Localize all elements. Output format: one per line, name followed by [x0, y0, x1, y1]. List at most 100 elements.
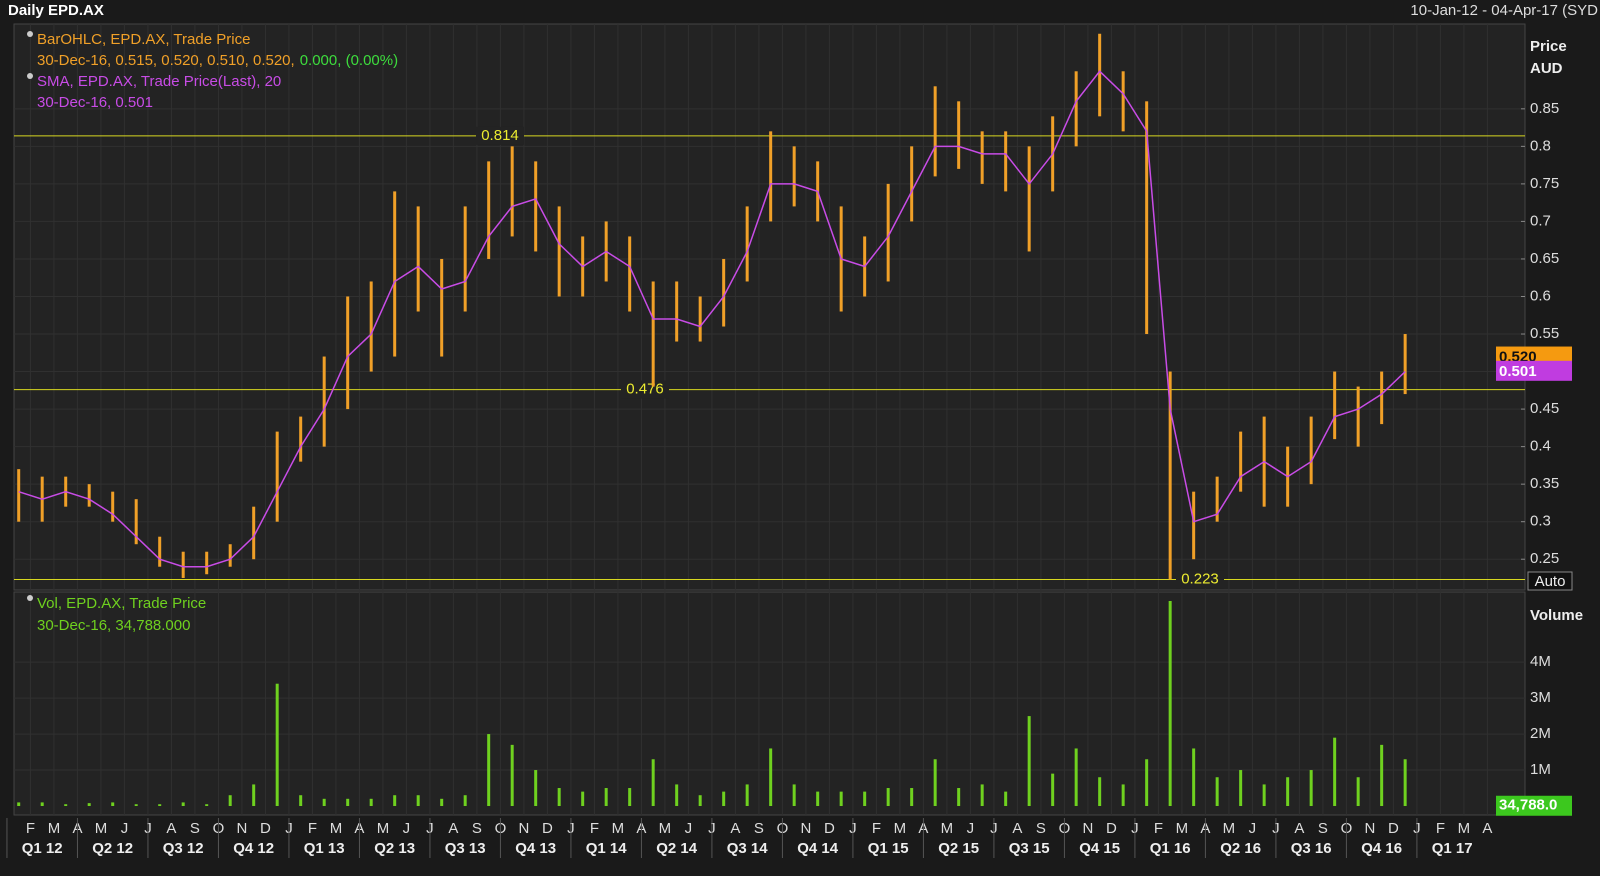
- scale-mode-box[interactable]: [1527, 571, 1573, 591]
- volume-bar: [1004, 791, 1008, 807]
- volume-bar: [40, 802, 44, 807]
- quarter-label: Q1 17: [1432, 840, 1473, 857]
- ohlc-bar: [557, 206, 561, 297]
- legend-detail: 30-Dec-16, 34,788.000: [37, 617, 190, 634]
- volume-bar: [1286, 777, 1290, 807]
- volume-bar: [816, 791, 820, 807]
- x-tick-label: N: [1082, 820, 1093, 837]
- x-tick-label: S: [1036, 820, 1046, 837]
- volume-bar: [440, 798, 444, 807]
- ohlc-bar: [957, 101, 961, 169]
- last-value-box: [1496, 795, 1572, 816]
- y-tick-label: 0.65: [1530, 250, 1559, 267]
- volume-bar: [980, 784, 984, 807]
- last-value-box: [1496, 360, 1572, 381]
- ohlc-bar: [181, 551, 185, 578]
- quarter-label: Q1 14: [586, 840, 628, 857]
- ohlc-bar: [910, 146, 914, 222]
- x-tick-label: N: [237, 820, 248, 837]
- quarter-label: Q3 16: [1291, 840, 1332, 857]
- y-tick-label: 1M: [1530, 761, 1551, 778]
- x-tick-label: M: [95, 820, 108, 837]
- y-tick-label: 4M: [1530, 653, 1551, 670]
- ohlc-bar: [17, 469, 21, 522]
- ohlc-bar: [205, 551, 209, 575]
- volume-bar: [1074, 748, 1078, 807]
- ohlc-bar: [698, 296, 702, 342]
- volume-bar: [1121, 784, 1125, 807]
- ohlc-bar: [1309, 416, 1313, 485]
- ohlc-bar: [346, 296, 350, 410]
- x-tick-label: S: [754, 820, 764, 837]
- x-tick-label: J: [685, 820, 693, 837]
- x-tick-label: D: [1388, 820, 1399, 837]
- volume-bar: [957, 788, 961, 807]
- volume-bar: [722, 791, 726, 807]
- x-tick-label: J: [967, 820, 975, 837]
- ohlc-bar: [1215, 476, 1219, 522]
- chart-title: Daily EPD.AX: [8, 2, 104, 19]
- x-tick-label: J: [403, 820, 411, 837]
- y-tick-label: 0.8: [1530, 137, 1551, 154]
- quarter-label: Q3 13: [445, 840, 486, 857]
- x-tick-label: D: [1106, 820, 1117, 837]
- ohlc-bar: [1027, 146, 1031, 252]
- y-tick-label: 0.85: [1530, 100, 1559, 117]
- ohlc-bar: [369, 281, 373, 372]
- scale-mode[interactable]: Auto: [1535, 573, 1566, 590]
- ohlc-bar: [510, 146, 514, 237]
- volume-bar: [534, 770, 538, 807]
- volume-bar: [1403, 759, 1407, 807]
- x-tick-label: N: [801, 820, 812, 837]
- ohlc-bar: [1356, 386, 1360, 447]
- volume-bar: [1262, 784, 1266, 807]
- quarter-label: Q1 13: [304, 840, 345, 857]
- volume-bar: [792, 784, 796, 807]
- ohlc-bar: [745, 206, 749, 282]
- quarter-label: Q1 12: [22, 840, 63, 857]
- quarter-label: Q2 16: [1220, 840, 1261, 857]
- volume-bar: [181, 802, 185, 807]
- x-tick-label: D: [824, 820, 835, 837]
- x-tick-label: A: [730, 820, 740, 837]
- volume-bar: [205, 804, 209, 807]
- x-tick-label: M: [1458, 820, 1471, 837]
- ohlc-bar: [1145, 101, 1149, 335]
- volume-bar: [1145, 759, 1149, 807]
- x-tick-label: S: [1318, 820, 1328, 837]
- level-label: 0.223: [1181, 570, 1219, 587]
- legend-icon: [27, 31, 33, 37]
- ohlc-bar: [440, 258, 444, 357]
- ohlc-bar: [628, 236, 632, 312]
- quarter-label: Q4 14: [797, 840, 839, 857]
- quarter-label: Q4 13: [515, 840, 556, 857]
- quarter-label: Q3 12: [163, 840, 204, 857]
- x-tick-label: N: [519, 820, 530, 837]
- volume-axis-title: Volume: [1530, 607, 1583, 624]
- volume-bar: [463, 795, 467, 807]
- ohlc-bar: [228, 544, 232, 567]
- ohlc-bar: [393, 191, 397, 357]
- x-tick-label: A: [1012, 820, 1022, 837]
- y-axis-unit: AUD: [1530, 60, 1563, 77]
- ohlc-bar: [792, 146, 796, 207]
- x-tick-label: S: [190, 820, 200, 837]
- legend-detail: 30-Dec-16, 0.501: [37, 94, 153, 111]
- y-tick-label: 0.25: [1530, 550, 1559, 567]
- x-tick-label: F: [26, 820, 35, 837]
- x-tick-label: A: [1482, 820, 1492, 837]
- volume-bar: [1356, 777, 1360, 807]
- volume-bar: [1168, 600, 1172, 807]
- legend-change: 0.000, (0.00%): [300, 52, 398, 69]
- x-tick-label: F: [590, 820, 599, 837]
- quarter-label: Q4 15: [1079, 840, 1120, 857]
- ohlc-bar: [534, 161, 538, 252]
- x-tick-label: D: [260, 820, 271, 837]
- x-tick-label: F: [872, 820, 881, 837]
- x-tick-label: M: [377, 820, 390, 837]
- volume-bar: [628, 788, 632, 807]
- volume-bar: [228, 795, 232, 807]
- y-tick-label: 0.55: [1530, 325, 1559, 342]
- volume-bar: [299, 795, 303, 807]
- quarter-label: Q4 12: [233, 840, 274, 857]
